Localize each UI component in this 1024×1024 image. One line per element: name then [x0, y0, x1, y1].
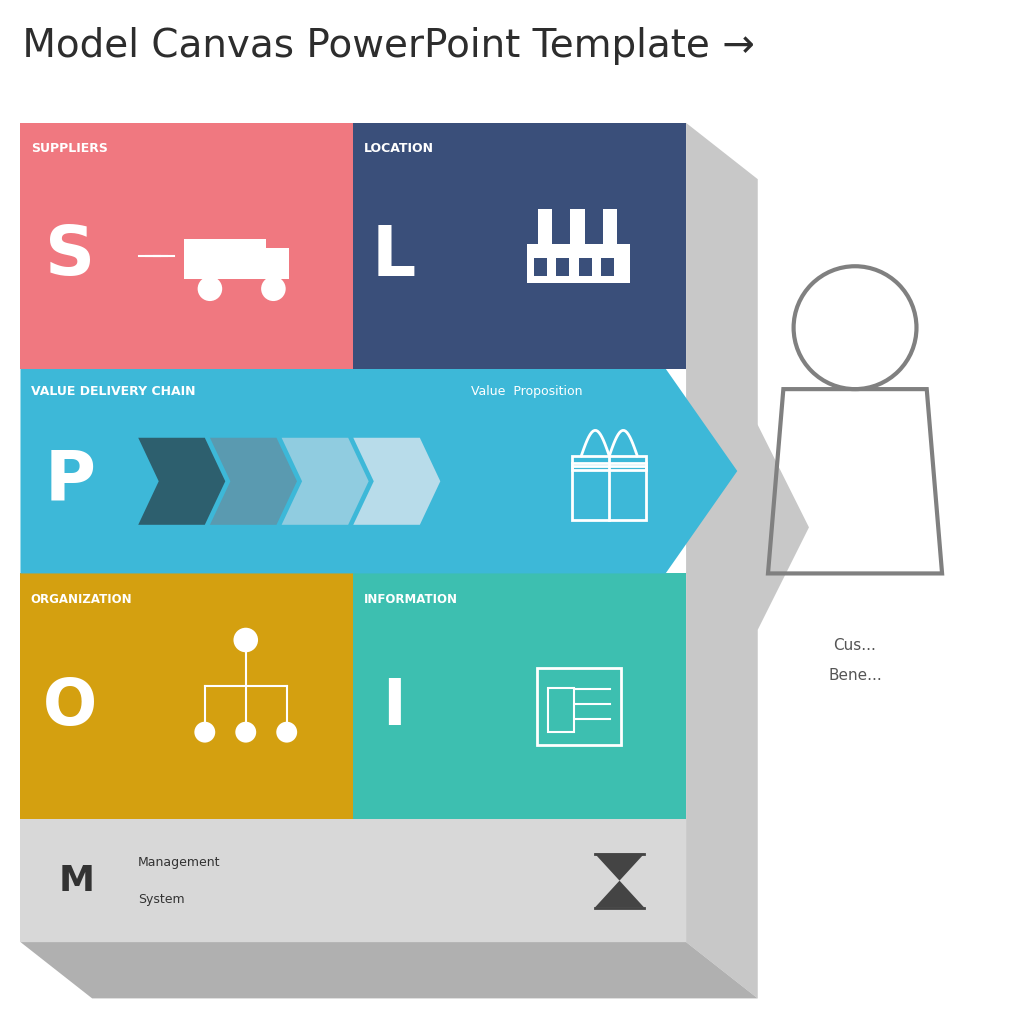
Text: O: O	[43, 676, 96, 737]
Polygon shape	[210, 438, 297, 524]
FancyBboxPatch shape	[556, 257, 569, 275]
FancyBboxPatch shape	[266, 248, 289, 279]
Text: Management: Management	[138, 856, 221, 868]
Circle shape	[236, 722, 256, 742]
Text: M: M	[58, 863, 95, 898]
Circle shape	[233, 628, 258, 652]
FancyBboxPatch shape	[538, 209, 552, 244]
Text: Model Canvas PowerPoint Template →: Model Canvas PowerPoint Template →	[10, 27, 755, 66]
Text: Value  Proposition: Value Proposition	[471, 385, 583, 397]
FancyBboxPatch shape	[527, 244, 630, 283]
Text: P: P	[44, 447, 95, 515]
Text: L: L	[372, 222, 417, 290]
Text: System: System	[138, 893, 185, 905]
Text: I: I	[382, 676, 407, 737]
Polygon shape	[353, 438, 440, 524]
FancyBboxPatch shape	[353, 573, 686, 819]
FancyBboxPatch shape	[184, 240, 266, 279]
Polygon shape	[20, 942, 758, 998]
Polygon shape	[282, 438, 369, 524]
Text: SUPPLIERS: SUPPLIERS	[31, 142, 108, 155]
FancyBboxPatch shape	[534, 257, 547, 275]
Polygon shape	[595, 854, 644, 881]
FancyBboxPatch shape	[548, 688, 573, 731]
Text: ORGANIZATION: ORGANIZATION	[31, 593, 132, 605]
Text: VALUE DELIVERY CHAIN: VALUE DELIVERY CHAIN	[31, 385, 196, 397]
Polygon shape	[686, 369, 809, 630]
Circle shape	[198, 276, 222, 301]
Text: Bene...: Bene...	[828, 669, 882, 683]
Text: LOCATION: LOCATION	[364, 142, 433, 155]
Text: Cus...: Cus...	[834, 638, 877, 652]
Polygon shape	[686, 123, 758, 998]
Polygon shape	[20, 369, 737, 573]
Polygon shape	[138, 438, 225, 524]
FancyBboxPatch shape	[20, 123, 353, 369]
FancyBboxPatch shape	[579, 257, 592, 275]
FancyBboxPatch shape	[353, 123, 686, 369]
Circle shape	[276, 722, 297, 742]
Circle shape	[261, 276, 286, 301]
Circle shape	[195, 722, 215, 742]
FancyBboxPatch shape	[601, 257, 614, 275]
FancyBboxPatch shape	[537, 669, 621, 745]
FancyBboxPatch shape	[20, 819, 686, 942]
FancyBboxPatch shape	[603, 209, 617, 244]
Polygon shape	[595, 881, 644, 907]
Text: S: S	[45, 222, 94, 290]
Text: INFORMATION: INFORMATION	[364, 593, 458, 605]
FancyBboxPatch shape	[570, 209, 585, 244]
FancyBboxPatch shape	[20, 573, 353, 819]
